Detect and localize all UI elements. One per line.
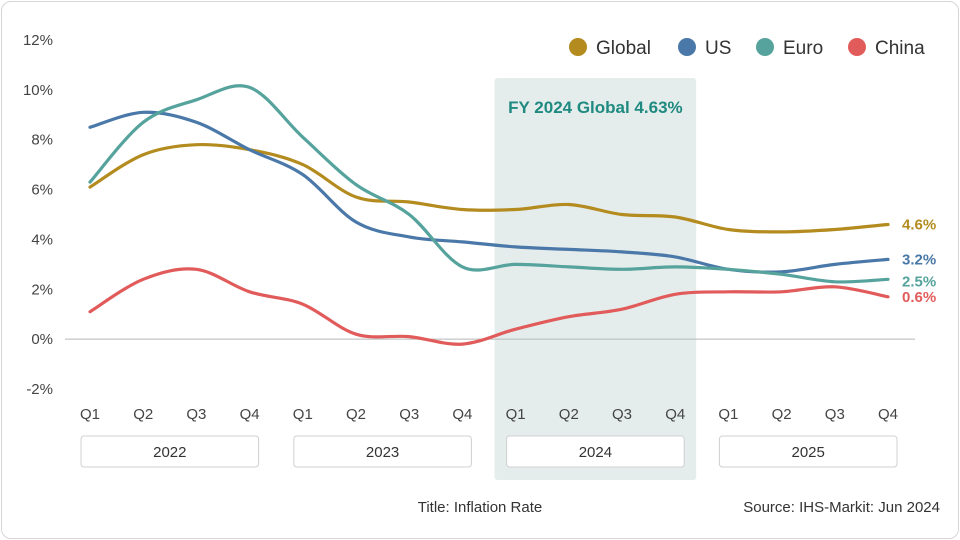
series-line-us (88, 110, 890, 274)
year-box-2023 (293, 435, 472, 468)
x-tick-label: Q3 (612, 406, 632, 423)
y-tick-label: -2% (26, 381, 53, 398)
legend-label-euro: Euro (783, 38, 823, 59)
series-line-euro (88, 84, 890, 284)
year-box-2022 (80, 435, 260, 468)
year-label-2023: 2023 (366, 444, 399, 461)
x-tick-label: Q3 (825, 406, 845, 423)
legend: Global US Euro China (569, 38, 925, 59)
legend-marker-china (848, 38, 866, 56)
y-tick-label: 0% (31, 331, 53, 348)
labels-layer: FY 2024 Global 4.63% 4.6% 3.2% 2.5%0.6% (508, 98, 936, 306)
x-tick-label: Q4 (452, 406, 472, 423)
x-tick-label: Q4 (665, 406, 685, 423)
series-line-china (88, 267, 890, 346)
grid-layer: 12% 10% 8% 6% 4% 2% 0% -2% Q1 Q2 Q3 Q4 Q1 Q2 Q3 Q4 Q1 Q2 Q… (23, 32, 915, 468)
year-label-2025: 2025 (792, 444, 825, 461)
x-tick-label: Q1 (80, 406, 100, 423)
x-tick-label: Q3 (186, 406, 206, 423)
highlight-band-label: FY 2024 Global 4.63% (508, 98, 683, 117)
end-label-euro: 2.5% (902, 273, 936, 290)
y-tick-label: 8% (31, 132, 53, 149)
x-tick-label: Q2 (559, 406, 579, 423)
source-note: Source: IHS-Markit: Jun 2024 (743, 499, 940, 516)
legend-marker-global (569, 38, 587, 56)
y-tick-label: 4% (31, 231, 53, 248)
series-layer (88, 84, 890, 346)
year-label-2024: 2024 (579, 444, 612, 461)
series-line-global (88, 142, 890, 234)
x-tick-label: Q4 (878, 406, 898, 423)
legend-label-global: Global (596, 38, 651, 59)
year-box-2024 (506, 435, 685, 468)
x-tick-label: Q1 (718, 406, 738, 423)
x-tick-label: Q2 (133, 406, 153, 423)
y-tick-label: 6% (31, 182, 53, 199)
highlight-band-layer (494, 78, 697, 480)
x-tick-label: Q2 (346, 406, 366, 423)
y-tick-label: 10% (23, 82, 53, 99)
year-label-2022: 2022 (153, 444, 186, 461)
y-tick-label: 12% (23, 32, 53, 49)
x-tick-label: Q4 (240, 406, 260, 423)
legend-label-china: China (875, 38, 925, 59)
legend-marker-euro (756, 38, 774, 56)
highlight-band-2024 (494, 78, 697, 480)
legend-marker-us (678, 38, 696, 56)
legend-label-us: US (705, 38, 731, 59)
x-tick-label: Q2 (772, 406, 792, 423)
end-label-global: 4.6% (902, 216, 936, 233)
end-label-us: 3.2% (902, 251, 936, 268)
x-tick-label: Q1 (506, 406, 526, 423)
x-tick-label: Q1 (293, 406, 313, 423)
y-tick-label: 2% (31, 281, 53, 298)
end-label-china: 0.6% (902, 289, 936, 306)
chart-title: Title: Inflation Rate (418, 499, 543, 516)
x-tick-label: Q3 (399, 406, 419, 423)
year-box-2025 (718, 435, 898, 468)
